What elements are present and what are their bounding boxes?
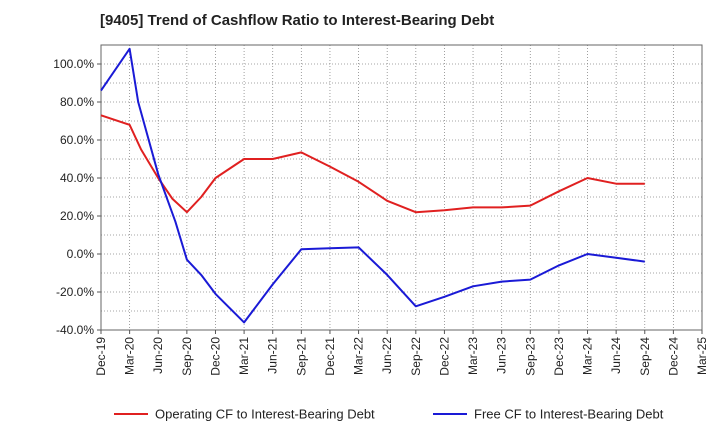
legend-label: Operating CF to Interest-Bearing Debt (155, 407, 375, 422)
y-tick-label: 20.0% (60, 209, 94, 223)
x-tick-label: Sep-23 (523, 337, 537, 376)
x-tick-label: Sep-21 (294, 337, 308, 376)
x-tick-label: Mar-21 (237, 337, 251, 375)
y-tick-label: -40.0% (56, 323, 94, 337)
y-tick-label: 0.0% (67, 247, 95, 261)
x-tick-label: Sep-20 (180, 337, 194, 376)
y-tick-label: 40.0% (60, 171, 94, 185)
y-tick-label: 80.0% (60, 95, 94, 109)
x-tick-label: Mar-22 (352, 337, 366, 375)
x-tick-label: Sep-22 (409, 337, 423, 376)
legend-label: Free CF to Interest-Bearing Debt (474, 407, 664, 422)
series-line-free-cf (100, 47, 645, 324)
x-tick-label: Dec-19 (94, 337, 108, 376)
series-layer (100, 47, 645, 324)
x-tick-label: Jun-23 (495, 337, 509, 374)
x-tick-label: Mar-24 (581, 337, 595, 375)
x-tick-label: Jun-20 (151, 337, 165, 374)
x-tick-label: Mar-25 (695, 337, 709, 375)
y-tick-label: 60.0% (60, 133, 94, 147)
x-tick-label: Dec-23 (552, 337, 566, 376)
series-line-operating-cf (100, 114, 645, 214)
x-tick-label: Jun-22 (380, 337, 394, 374)
x-tick-label: Mar-20 (123, 337, 137, 375)
x-tick-label: Jun-24 (609, 337, 623, 374)
x-tick-label: Sep-24 (638, 337, 652, 376)
y-tick-label: -20.0% (56, 285, 94, 299)
plot-area (101, 45, 702, 330)
x-tick-label: Jun-21 (266, 337, 280, 374)
legend-layer: Operating CF to Interest-Bearing Debt Fre… (114, 407, 664, 422)
x-tick-label: Mar-23 (466, 337, 480, 375)
axis-layer: -40.0% -20.0% 0.0% 20.0% 40.0% 60.0% 80.0% 100.… (53, 44, 709, 376)
grid-layer (101, 44, 702, 330)
x-tick-label: Dec-20 (208, 337, 222, 376)
x-tick-label: Dec-21 (323, 337, 337, 376)
plot-frame (100, 44, 703, 331)
x-tick-label: Dec-22 (437, 337, 451, 376)
y-tick-label: 100.0% (53, 57, 94, 71)
chart-title: [9405] Trend of Cashflow Ratio to Intere… (100, 12, 495, 29)
x-tick-label: Dec-24 (666, 337, 680, 376)
